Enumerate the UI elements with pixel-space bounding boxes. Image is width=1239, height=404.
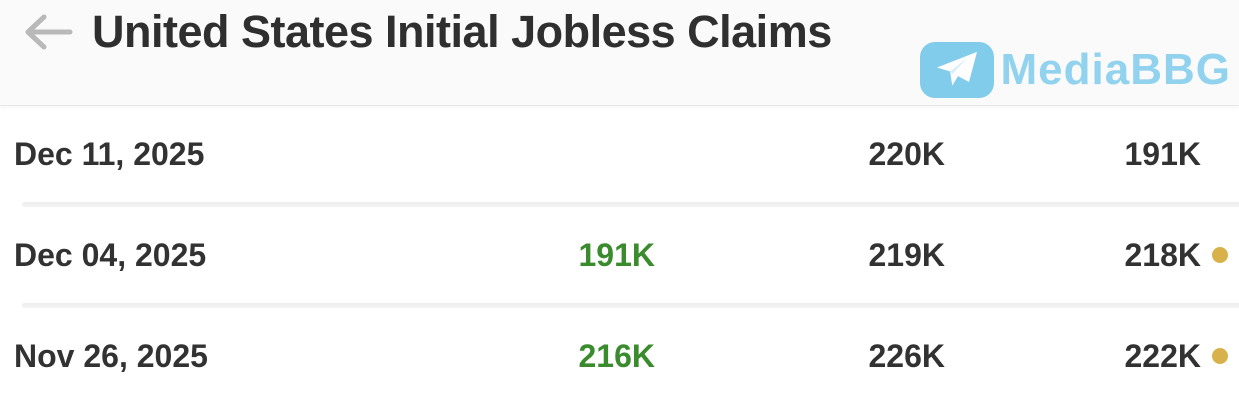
previous-value: 191K — [1124, 135, 1202, 172]
claims-table: Dec 11, 2025 220K 191K Dec 04, 2025 191K… — [0, 106, 1239, 404]
table-row[interactable]: Dec 11, 2025 220K 191K — [0, 106, 1239, 202]
actual-value: 216K — [578, 337, 656, 374]
revision-dot — [1212, 247, 1228, 263]
paper-plane-icon — [919, 42, 994, 98]
table-row[interactable]: Nov 26, 2025 216K 226K 222K — [0, 308, 1239, 404]
revision-dot — [1212, 348, 1228, 364]
release-date: Dec 04, 2025 — [14, 236, 207, 273]
arrow-left-icon — [23, 12, 75, 52]
header: United States Initial Jobless Claims Med… — [0, 0, 1239, 106]
previous-value: 222K — [1124, 337, 1202, 374]
release-date: Dec 11, 2025 — [14, 135, 205, 172]
consensus-value: 219K — [868, 236, 946, 273]
back-button[interactable] — [20, 6, 78, 58]
previous-value: 218K — [1124, 236, 1202, 273]
row-divider — [22, 202, 1239, 207]
consensus-value: 220K — [868, 135, 946, 172]
table-row[interactable]: Dec 04, 2025 191K 219K 218K — [0, 207, 1239, 303]
page-title: United States Initial Jobless Claims — [92, 6, 832, 57]
actual-value: 191K — [578, 236, 656, 273]
watermark-label: MediaBBG — [1000, 45, 1231, 94]
watermark: MediaBBG — [919, 42, 1231, 98]
consensus-value: 226K — [868, 337, 946, 374]
row-divider — [22, 303, 1239, 308]
release-date: Nov 26, 2025 — [14, 337, 208, 374]
